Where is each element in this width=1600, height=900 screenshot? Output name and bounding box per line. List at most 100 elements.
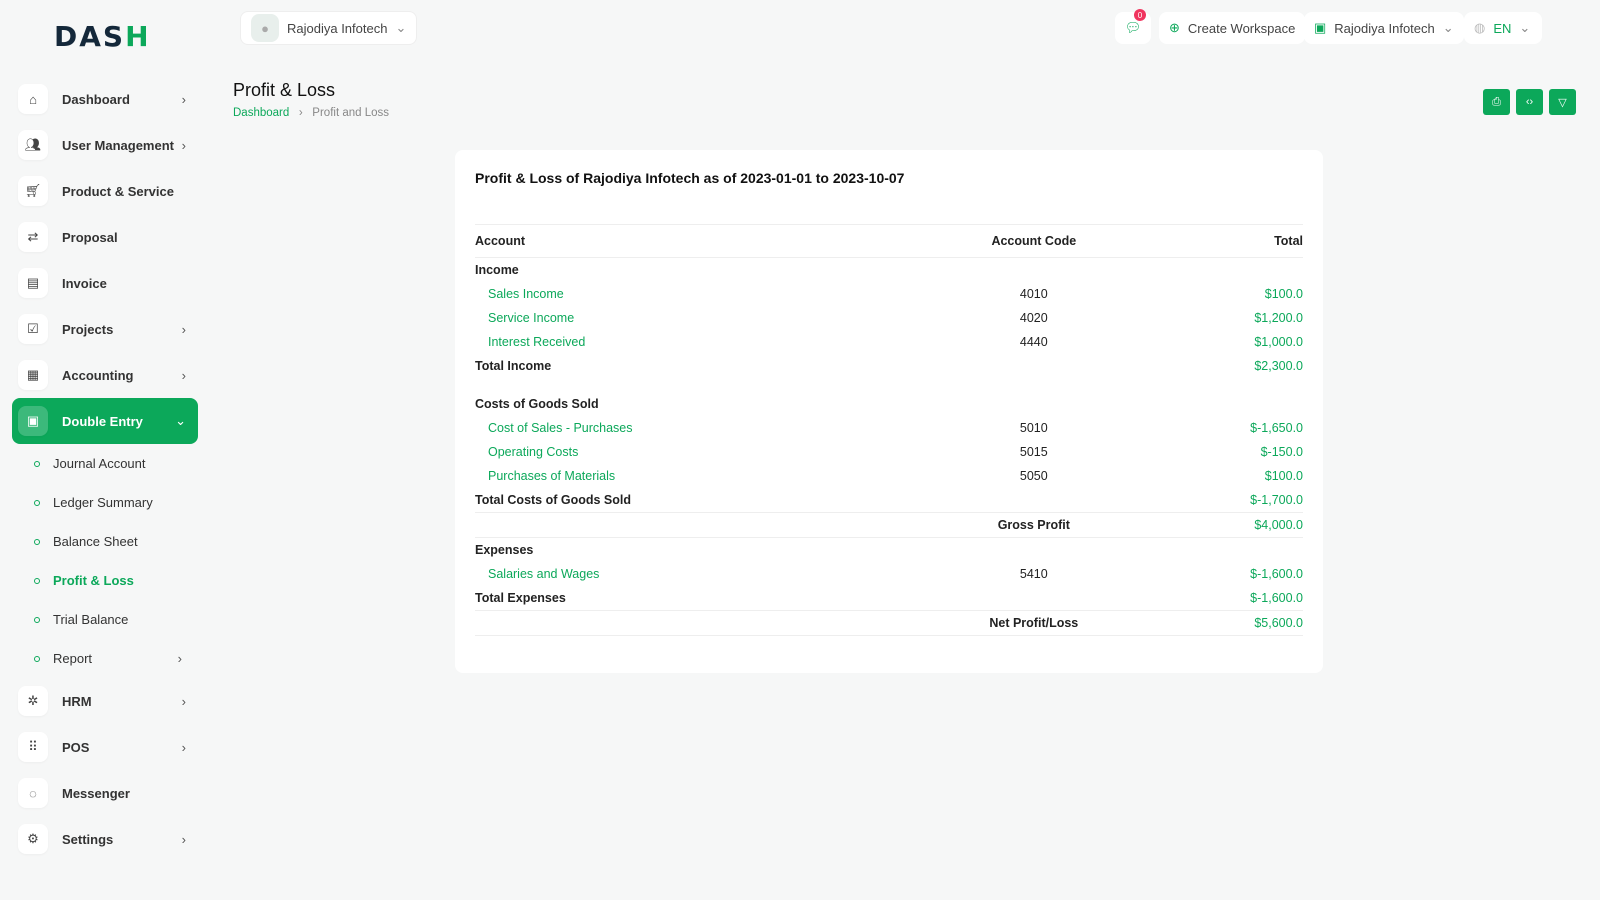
column-total: Total <box>1156 224 1303 258</box>
account-row: Salaries and Wages 5410 $-1,600.0 <box>475 562 1303 586</box>
sidebar-item-double-entry[interactable]: ▣ Double Entry ⌄ <box>12 398 198 444</box>
summary-label: Net Profit/Loss <box>910 610 1157 636</box>
section-name: Income <box>475 263 519 277</box>
sidebar-subitem-profit-loss[interactable]: Profit & Loss <box>12 561 198 600</box>
sidebar: ⌂ Dashboard › 👥︎ User Management › 🛒︎ Product &… <box>12 76 198 862</box>
account-name: Salaries and Wages <box>475 562 911 586</box>
sidebar-item-settings[interactable]: ⚙ Settings › <box>12 816 198 862</box>
account-total: $1,000.0 <box>1254 335 1303 349</box>
account-link[interactable]: Cost of Sales - Purchases <box>488 421 633 435</box>
language-switcher[interactable]: ◍ EN ⌄ <box>1464 12 1542 44</box>
sidebar-subitem-label: Trial Balance <box>53 612 129 627</box>
sidebar-item-product-service[interactable]: 🛒︎ Product & Service <box>12 168 198 214</box>
plus-circle-icon: ⊕ <box>1169 20 1180 35</box>
chevron-right-icon: › <box>181 321 186 337</box>
create-workspace-button[interactable]: ⊕ Create Workspace <box>1159 12 1306 44</box>
section-header-row: Income <box>475 258 1303 283</box>
messages-button[interactable]: 💬︎ 0 <box>1115 9 1151 44</box>
account-link[interactable]: Operating Costs <box>488 445 579 459</box>
empty-cell <box>911 488 1157 513</box>
account-link[interactable]: Purchases of Materials <box>488 469 616 483</box>
create-workspace-label: Create Workspace <box>1187 20 1296 36</box>
account-total: $-1,600.0 <box>1250 567 1303 581</box>
chevron-down-icon: ⌄ <box>395 20 407 35</box>
sidebar-item-label: Settings <box>62 831 114 847</box>
total-row: Total Costs of Goods Sold $-1,700.0 <box>475 488 1303 513</box>
total-label: Total Costs of Goods Sold <box>475 493 632 507</box>
chevron-down-icon: ⌄ <box>1442 20 1454 35</box>
chevron-right-icon: › <box>181 831 186 847</box>
chevron-right-icon: › <box>181 367 186 383</box>
summary-value: $5,600.0 <box>1156 610 1303 636</box>
summary-row: Gross Profit $4,000.0 <box>475 512 1303 538</box>
breadcrumb-current: Profit and Loss <box>312 107 390 119</box>
account-name: Sales Income <box>475 282 911 306</box>
account-total: $-150.0 <box>1260 445 1303 459</box>
account-row: Cost of Sales - Purchases 5010 $-1,650.0 <box>475 416 1303 440</box>
sidebar-subitem-journal-account[interactable]: Journal Account <box>12 444 198 483</box>
cart-icon: 🛒︎ <box>18 176 48 206</box>
page-title: Profit & Loss <box>233 80 336 100</box>
sidebar-subitem-trial-balance[interactable]: Trial Balance <box>12 600 198 639</box>
sidebar-item-pos[interactable]: ⠿ POS › <box>12 724 198 770</box>
export-button[interactable]: ‹› <box>1516 89 1543 115</box>
report-card: Profit & Loss of Rajodiya Infotech as of… <box>455 150 1323 673</box>
account-row: Service Income 4020 $1,200.0 <box>475 306 1303 330</box>
sidebar-subitem-label: Profit & Loss <box>53 573 134 588</box>
account-link[interactable]: Sales Income <box>488 287 564 301</box>
sidebar-subitem-balance-sheet[interactable]: Balance Sheet <box>12 522 198 561</box>
filter-button[interactable]: ▽ <box>1549 89 1576 115</box>
sidebar-item-proposal[interactable]: ⇄ Proposal <box>12 214 198 260</box>
breadcrumb-separator: › <box>292 107 310 119</box>
messenger-icon: ◌ <box>18 778 48 808</box>
workspace-name: Rajodiya Infotech <box>1334 20 1435 36</box>
company-switcher[interactable]: ● Rajodiya Infotech ⌄ <box>240 11 418 45</box>
notification-badge: 0 <box>1134 9 1146 21</box>
logo[interactable]: DASH <box>54 20 151 53</box>
section-header-row: Costs of Goods Sold <box>475 392 1303 416</box>
account-link[interactable]: Service Income <box>488 311 575 325</box>
total-value: $-1,600.0 <box>1250 591 1303 605</box>
account-code: 5010 <box>1019 421 1048 435</box>
sidebar-item-messenger[interactable]: ◌ Messenger <box>12 770 198 816</box>
pos-icon: ⠿ <box>18 732 48 762</box>
sidebar-subitem-label: Balance Sheet <box>53 534 138 549</box>
breadcrumb-dashboard[interactable]: Dashboard <box>233 107 290 119</box>
sidebar-item-hrm[interactable]: ✲ HRM › <box>12 678 198 724</box>
total-value: $2,300.0 <box>1254 359 1303 373</box>
print-button[interactable]: ⎙ <box>1483 89 1510 115</box>
account-name: Operating Costs <box>475 440 911 464</box>
chevron-right-icon: › <box>181 739 186 755</box>
account-code: 4020 <box>1019 311 1048 325</box>
empty-cell <box>475 610 911 636</box>
chat-icon: 💬︎ <box>1124 20 1142 35</box>
sidebar-item-label: POS <box>62 739 90 755</box>
account-link[interactable]: Interest Received <box>488 335 586 349</box>
code-icon: ‹› <box>1525 96 1534 108</box>
total-row: Total Income $2,300.0 <box>475 354 1303 378</box>
account-name: Purchases of Materials <box>475 464 911 488</box>
sidebar-item-label: Accounting <box>62 367 134 383</box>
sidebar-subitem-label: Journal Account <box>53 456 146 471</box>
summary-value: $4,000.0 <box>1156 512 1303 538</box>
empty-cell <box>911 586 1157 611</box>
section-name: Expenses <box>475 543 534 557</box>
workspace-switcher[interactable]: ▣ Rajodiya Infotech ⌄ <box>1304 12 1464 44</box>
sidebar-item-dashboard[interactable]: ⌂ Dashboard › <box>12 76 198 122</box>
account-link[interactable]: Salaries and Wages <box>488 567 600 581</box>
sidebar-item-user-management[interactable]: 👥︎ User Management › <box>12 122 198 168</box>
sidebar-subitem-report[interactable]: Report › <box>12 639 198 678</box>
language-label: EN <box>1493 20 1512 36</box>
total-label: Total Expenses <box>475 591 566 605</box>
bullet-icon <box>34 499 40 506</box>
projects-icon: ☑ <box>18 314 48 344</box>
sidebar-item-invoice[interactable]: ▤ Invoice <box>12 260 198 306</box>
chevron-right-icon: › <box>181 137 186 153</box>
bullet-icon <box>34 577 40 584</box>
sidebar-item-accounting[interactable]: ▦ Accounting › <box>12 352 198 398</box>
sidebar-item-projects[interactable]: ☑ Projects › <box>12 306 198 352</box>
sidebar-subitem-ledger-summary[interactable]: Ledger Summary <box>12 483 198 522</box>
section-name: Costs of Goods Sold <box>475 397 599 411</box>
users-icon: 👥︎ <box>18 130 48 160</box>
bullet-icon <box>34 616 40 623</box>
